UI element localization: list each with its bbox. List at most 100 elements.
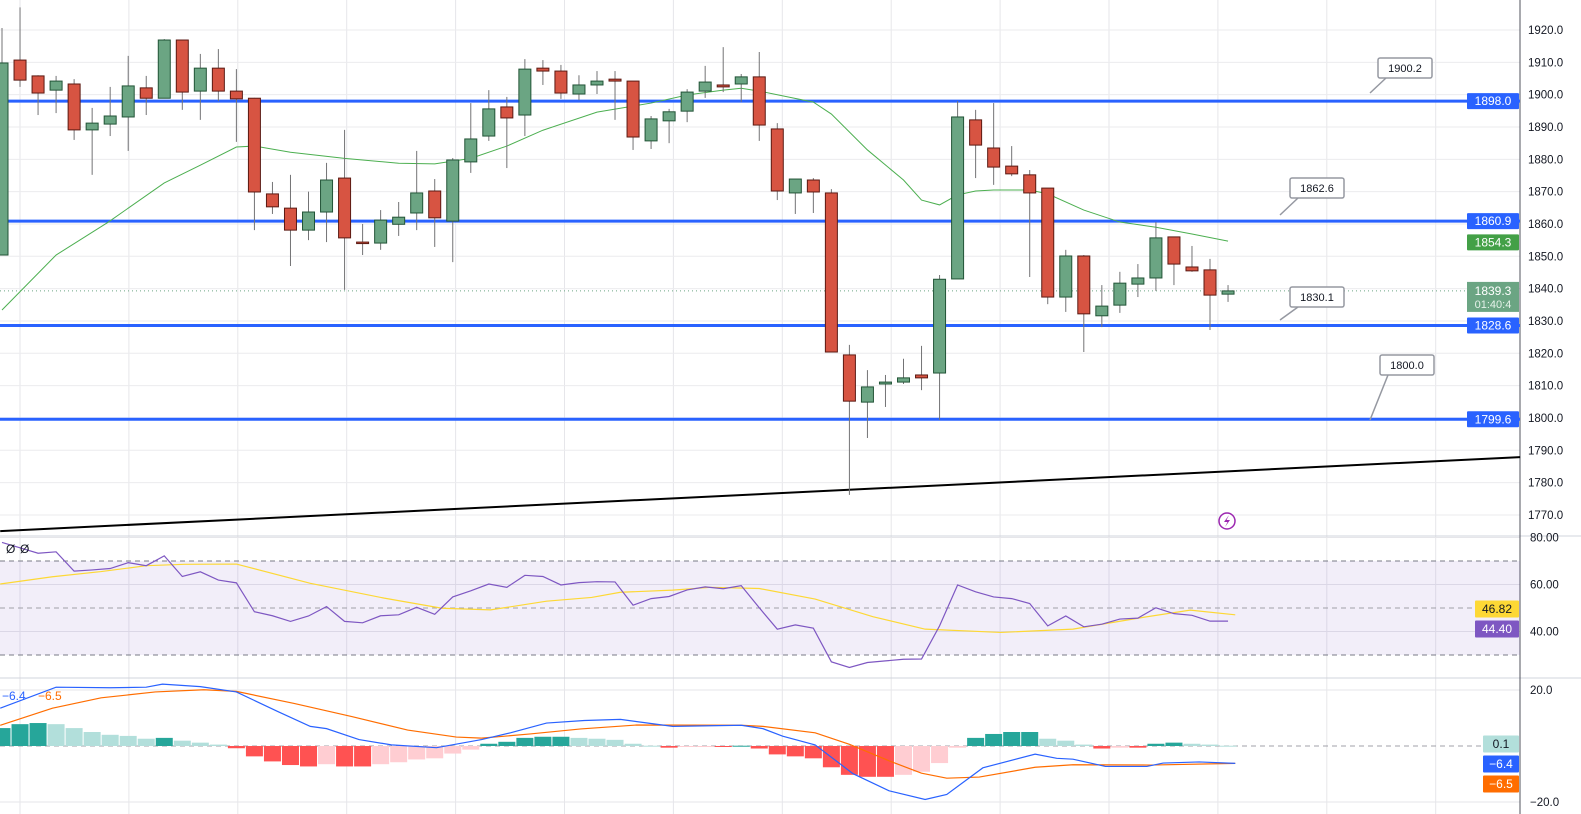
macd-histogram-bar <box>786 746 804 757</box>
signal-value-label-text: −6.5 <box>1489 777 1513 791</box>
macd-value-label: −6.4 <box>1483 755 1519 773</box>
price-tick-label: 1920.0 <box>1528 25 1563 37</box>
candle <box>1149 222 1163 291</box>
candle <box>193 53 207 120</box>
macd-histogram-bar <box>985 733 1003 746</box>
candle <box>31 75 45 116</box>
rsi-value-label-bg <box>1475 620 1519 638</box>
callout-box <box>1289 286 1345 308</box>
candle <box>1005 146 1019 177</box>
level-price-label-text: 1828.6 <box>1475 318 1512 332</box>
rsi-tick-label: 80.00 <box>1530 533 1559 545</box>
callout-pointer <box>1369 374 1389 421</box>
level-callout[interactable]: 1862.6 <box>1279 177 1345 216</box>
macd-histogram-bar <box>209 744 227 746</box>
price-scale[interactable]: 1770.0 1780.0 1790.0 1800.0 1810.0 1820.0 1830… <box>1528 25 1563 809</box>
candle <box>211 49 225 102</box>
macd-histogram-bar <box>390 746 408 763</box>
price-tick-label: 1790.0 <box>1528 445 1563 457</box>
candle <box>824 189 838 353</box>
macd-histogram-bar <box>1129 746 1147 748</box>
macd-histogram-bar <box>47 724 65 746</box>
macd-histogram-bar <box>155 737 173 746</box>
candle-body <box>716 84 730 88</box>
candle-body <box>788 178 802 194</box>
candle-body <box>806 179 820 193</box>
candle-body <box>31 75 45 94</box>
macd-hist-value-label-text: 0.1 <box>1493 737 1510 751</box>
price-tick-label: 1830.0 <box>1528 316 1563 328</box>
ma-price-label: 1854.3 <box>1467 234 1519 251</box>
macd-histogram-bar <box>949 746 967 748</box>
candle <box>157 39 171 99</box>
rsi-ma-line <box>0 563 1236 634</box>
macd-histogram-bar <box>372 746 390 765</box>
trendline[interactable] <box>0 456 1521 533</box>
macd-pane[interactable]: −6.4 −6.5 <box>0 683 1520 801</box>
candle <box>572 75 586 101</box>
candle <box>374 210 388 250</box>
candle <box>1059 249 1073 312</box>
candle <box>464 103 478 173</box>
macd-histogram-bar <box>606 739 624 746</box>
rsi-ma-value-label-text: 46.82 <box>1482 602 1512 616</box>
macd-histogram-bar <box>101 734 119 746</box>
candle-body <box>518 68 532 116</box>
level-callout[interactable]: 1900.2 <box>1369 57 1433 94</box>
candle-body <box>1221 290 1235 295</box>
macd-histogram-bar <box>263 746 281 762</box>
candle-body <box>644 118 658 142</box>
macd-histogram-bar <box>732 745 750 747</box>
rsi-line <box>1 541 1229 669</box>
candle <box>410 150 424 231</box>
candle <box>1077 255 1091 353</box>
candle <box>356 223 370 256</box>
candle <box>1041 187 1055 305</box>
candle-body <box>1059 255 1073 298</box>
candle-body <box>392 216 406 225</box>
macd-histogram-bar <box>318 746 336 765</box>
candle-body <box>0 62 9 256</box>
candle-body <box>860 386 874 403</box>
candle <box>482 90 496 141</box>
candle-body <box>572 84 586 95</box>
macd-histogram-bar <box>1183 743 1201 746</box>
candle <box>716 47 730 93</box>
callout-label: 1830.1 <box>1300 292 1334 304</box>
candle-body <box>1023 174 1037 194</box>
level-callout[interactable]: 1800.0 <box>1369 354 1435 421</box>
macd-hist-value-label: 0.1 <box>1483 735 1519 753</box>
candle-body <box>121 85 135 118</box>
level-callout[interactable]: 1830.1 <box>1279 286 1345 321</box>
macd-histogram-bar <box>1039 738 1057 746</box>
candle-body <box>446 159 460 222</box>
level-price-label-text: 1898.0 <box>1475 94 1512 108</box>
callout-pointer <box>1369 77 1387 94</box>
candle-body <box>193 67 207 92</box>
candle-body <box>734 76 748 85</box>
candle <box>1167 236 1181 286</box>
rsi-tick-label: 60.00 <box>1530 580 1559 592</box>
rsi-ma-value-label-bg <box>1475 600 1519 618</box>
candle-body <box>157 39 171 99</box>
lightning-alert-icon[interactable] <box>1218 512 1236 530</box>
price-pane[interactable]: 1900.2 1862.6 1830.1 1800.0 <box>0 7 1521 533</box>
callout-box <box>1289 177 1345 199</box>
candle-body <box>103 115 117 125</box>
macd-histogram-bar <box>137 738 155 746</box>
macd-histogram-bar <box>408 746 426 760</box>
macd-value-label-text: −6.4 <box>1489 757 1513 771</box>
rsi-legend-value: Ø <box>6 542 15 556</box>
candle-body <box>1131 277 1145 285</box>
candle <box>67 79 81 140</box>
candle-body <box>878 381 892 385</box>
macd-signal-line <box>0 689 1236 779</box>
macd-histogram-bar <box>480 743 498 746</box>
candle-body <box>410 192 424 214</box>
price-tick-label: 1860.0 <box>1528 219 1563 231</box>
candle <box>1095 285 1109 328</box>
candle <box>85 107 99 175</box>
candle <box>283 174 297 267</box>
